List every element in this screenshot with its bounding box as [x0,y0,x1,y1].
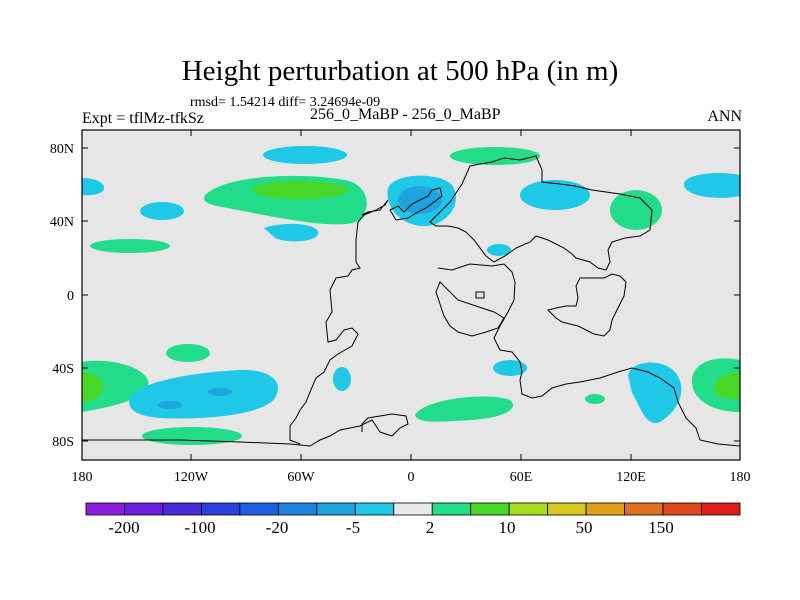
colorbar-labels: -200 -100 -20 -5 2 10 50 150 [108,518,673,537]
colorbar-swatch [277,502,318,516]
anomaly-south-america [333,367,351,391]
anomaly-antarctic-green [142,427,242,445]
y-tick-label: 40N [50,215,74,230]
colorbar-swatch [85,502,125,516]
x-tick-label: 180 [730,470,751,485]
colorbar-swatch [508,502,549,516]
anomaly-east-south-core [713,372,740,399]
anomaly-east-edge [683,173,740,198]
anomaly-siberia [520,180,590,210]
outline-arabia [435,281,505,337]
anomaly-middle-east [487,244,511,256]
colorbar-swatch [431,502,472,516]
outline-small-island [475,291,485,299]
anomaly-indian-ocean-small [585,394,605,404]
continent-outlines [82,155,741,447]
colorbar [85,502,741,516]
anomaly-south-pacific-core [82,372,104,402]
anomaly-australia [628,362,682,423]
colorbar-swatch [585,502,625,516]
x-tick-label: 60W [287,470,315,485]
anomaly-pacific-small [140,202,184,220]
anomaly-arctic-west [263,146,347,164]
colorbar-label: 50 [576,518,593,537]
colorbar-swatch [662,502,702,516]
anomaly-west-edge [82,178,104,196]
x-tick-label: 120E [616,470,646,485]
colorbar-swatch [239,502,279,516]
case-label: 256_0_MaBP - 256_0_MaBP [310,106,501,123]
anomaly-arctic-green [450,147,540,165]
outline-south-asia [547,273,627,337]
colorbar-swatch [162,502,202,516]
anomaly-north-pacific-core [252,181,348,199]
x-tick-label: 180 [72,470,93,485]
colorbar-swatch [201,502,241,516]
anomaly-east-asia [610,190,662,230]
colorbar-swatch [393,502,433,516]
anomaly-south-africa [493,360,527,376]
outline-africa [437,263,741,447]
colorbar-swatch [124,502,164,516]
y-tick-label: 80N [50,142,74,157]
experiment-label: Expt = tflMz-tfkSz [82,110,204,127]
stats-line: rmsd= 1.54214 diff= 3.24694e-09 [190,95,381,110]
colorbar-label: 10 [499,518,516,537]
x-tick-label: 120W [174,470,209,485]
colorbar-label: 150 [648,518,674,537]
colorbar-swatch [547,502,587,516]
outline-antarctica [82,413,409,447]
anomaly-north-america [264,223,319,242]
x-tick-label: 0 [408,470,415,485]
anomaly-pacific-green [90,239,170,253]
outline-americas [289,199,389,445]
y-tick-label: 40S [52,362,74,377]
colorbar-label: -20 [266,518,289,537]
colorbar-label: 2 [426,518,435,537]
colorbar-swatch [354,502,395,516]
x-tick-label: 60E [510,470,533,485]
colorbar-swatch [316,502,356,516]
outline-eurasia-africa [429,155,653,271]
anomaly-south-small [166,344,210,362]
colorbar-swatch [624,502,664,516]
y-tick-label: 80S [52,435,74,450]
page-title: Height perturbation at 500 hPa (in m) [181,55,619,87]
colorbar-label: -5 [346,518,360,537]
season-label: ANN [707,108,742,125]
outline-greenland [389,187,443,221]
anomaly-south-pacific-blue-2 [208,388,232,396]
anomaly-south-pacific-blue-1 [158,401,182,409]
y-ticks [82,147,740,442]
anomaly-south-atlantic [415,396,514,422]
colorbar-label: -100 [184,518,215,537]
y-tick-label: 0 [67,289,74,304]
x-ticks [81,130,741,460]
colorbar-swatch [470,502,510,516]
colorbar-swatch [701,502,741,516]
colorbar-label: -200 [108,518,139,537]
axis-labels: 80N 40N 0 40S 80S 180 120W 60W 0 60E 120… [50,142,751,485]
